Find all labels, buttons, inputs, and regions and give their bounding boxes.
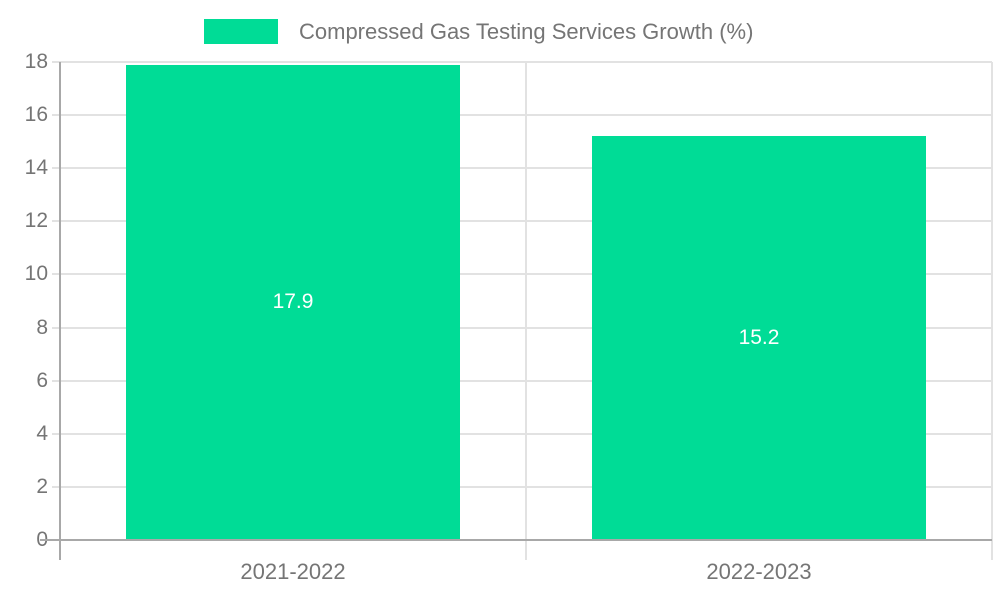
- gridline-y-8: [52, 326, 992, 329]
- legend-label: Compressed Gas Testing Services Growth (…: [299, 19, 754, 44]
- x-tick-label: 2022-2023: [706, 559, 812, 584]
- x-axis-baseline: [40, 539, 992, 541]
- gridline-y-2: [52, 485, 992, 488]
- y-tick-label: 4: [36, 421, 48, 445]
- bar-value-label: 15.2: [738, 326, 780, 350]
- y-tick-label: 10: [24, 262, 48, 286]
- gridline-y-4: [52, 432, 992, 435]
- plot-area: 02468101214161817.915.22021-20222022-202…: [25, 50, 993, 584]
- gridline-y-12: [52, 220, 992, 223]
- bar-2022-2023: [591, 136, 927, 540]
- category-separator-line: [525, 62, 527, 560]
- x-tick-label: 2021-2022: [240, 559, 346, 584]
- y-tick-label: 2: [36, 474, 48, 498]
- bar-2021-2022: [125, 64, 461, 540]
- gridline-y-16: [52, 114, 992, 117]
- y-tick-label: 14: [24, 156, 48, 180]
- gridline-y-10: [52, 273, 992, 276]
- y-tick-label: 16: [24, 103, 48, 127]
- category-separator-line: [991, 62, 993, 560]
- gridline-y-18: [52, 61, 992, 63]
- y-tick-label: 12: [24, 209, 48, 233]
- y-tick-label: 18: [24, 50, 48, 73]
- bar-value-label: 17.9: [272, 290, 314, 314]
- gridline-y-14: [52, 167, 992, 170]
- legend-swatch: [204, 19, 278, 44]
- y-tick-label: 6: [36, 368, 48, 392]
- y-axis-line: [59, 62, 61, 560]
- y-tick-label: 8: [36, 315, 48, 339]
- gridline-y-6: [52, 379, 992, 382]
